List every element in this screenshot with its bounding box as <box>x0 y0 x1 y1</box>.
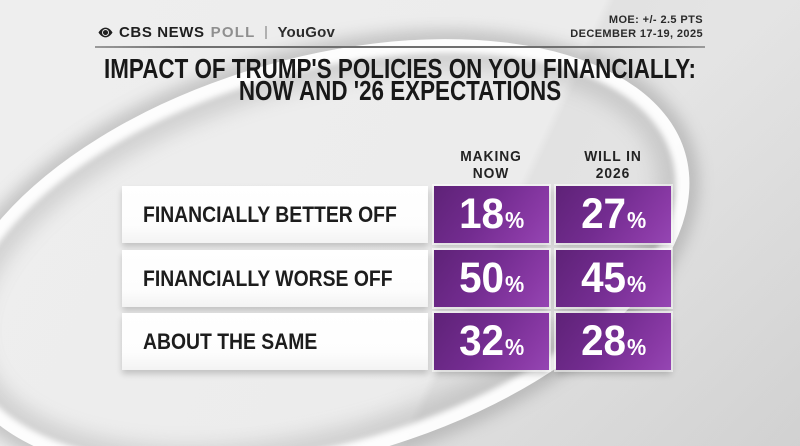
cbs-eye-icon <box>98 27 113 38</box>
value-cell-about-same-2026: 28% <box>556 313 671 370</box>
value-cell-worse-off-now: 50% <box>434 250 549 307</box>
brand-lockup: CBS NEWS POLL YouGov <box>98 24 335 41</box>
row-label-worse-off: FINANCIALLY WORSE OFF <box>122 250 428 307</box>
poll-metadata: MOE: +/- 2.5 PTS DECEMBER 17-19, 2025 <box>570 14 703 41</box>
title-line-1: IMPACT OF TRUMP'S POLICIES ON YOU FINANC… <box>104 53 696 84</box>
brand-divider <box>265 26 268 39</box>
title-line-2: NOW AND '26 EXPECTATIONS <box>238 75 562 106</box>
poll-dates: DECEMBER 17-19, 2025 <box>570 27 703 40</box>
value-cell-worse-off-2026: 45% <box>556 250 671 307</box>
value-cell-about-same-now: 32% <box>434 313 549 370</box>
brand-poll: POLL <box>210 24 256 41</box>
page-title: IMPACT OF TRUMP'S POLICIES ON YOU FINANC… <box>80 53 720 106</box>
column-header-making-now: MAKING NOW <box>460 148 522 182</box>
column-header-will-in-2026: WILL IN 2026 <box>584 148 642 182</box>
row-label-about-same: ABOUT THE SAME <box>122 313 428 370</box>
margin-of-error: MOE: +/- 2.5 PTS <box>608 14 703 26</box>
brand-yougov: YouGov <box>277 24 336 41</box>
brand-cbs-news: CBS NEWS <box>119 24 205 41</box>
value-cell-better-off-2026: 27% <box>556 186 671 243</box>
header-divider-line <box>95 46 705 48</box>
row-label-better-off: FINANCIALLY BETTER OFF <box>122 186 428 243</box>
value-cell-better-off-now: 18% <box>434 186 549 243</box>
